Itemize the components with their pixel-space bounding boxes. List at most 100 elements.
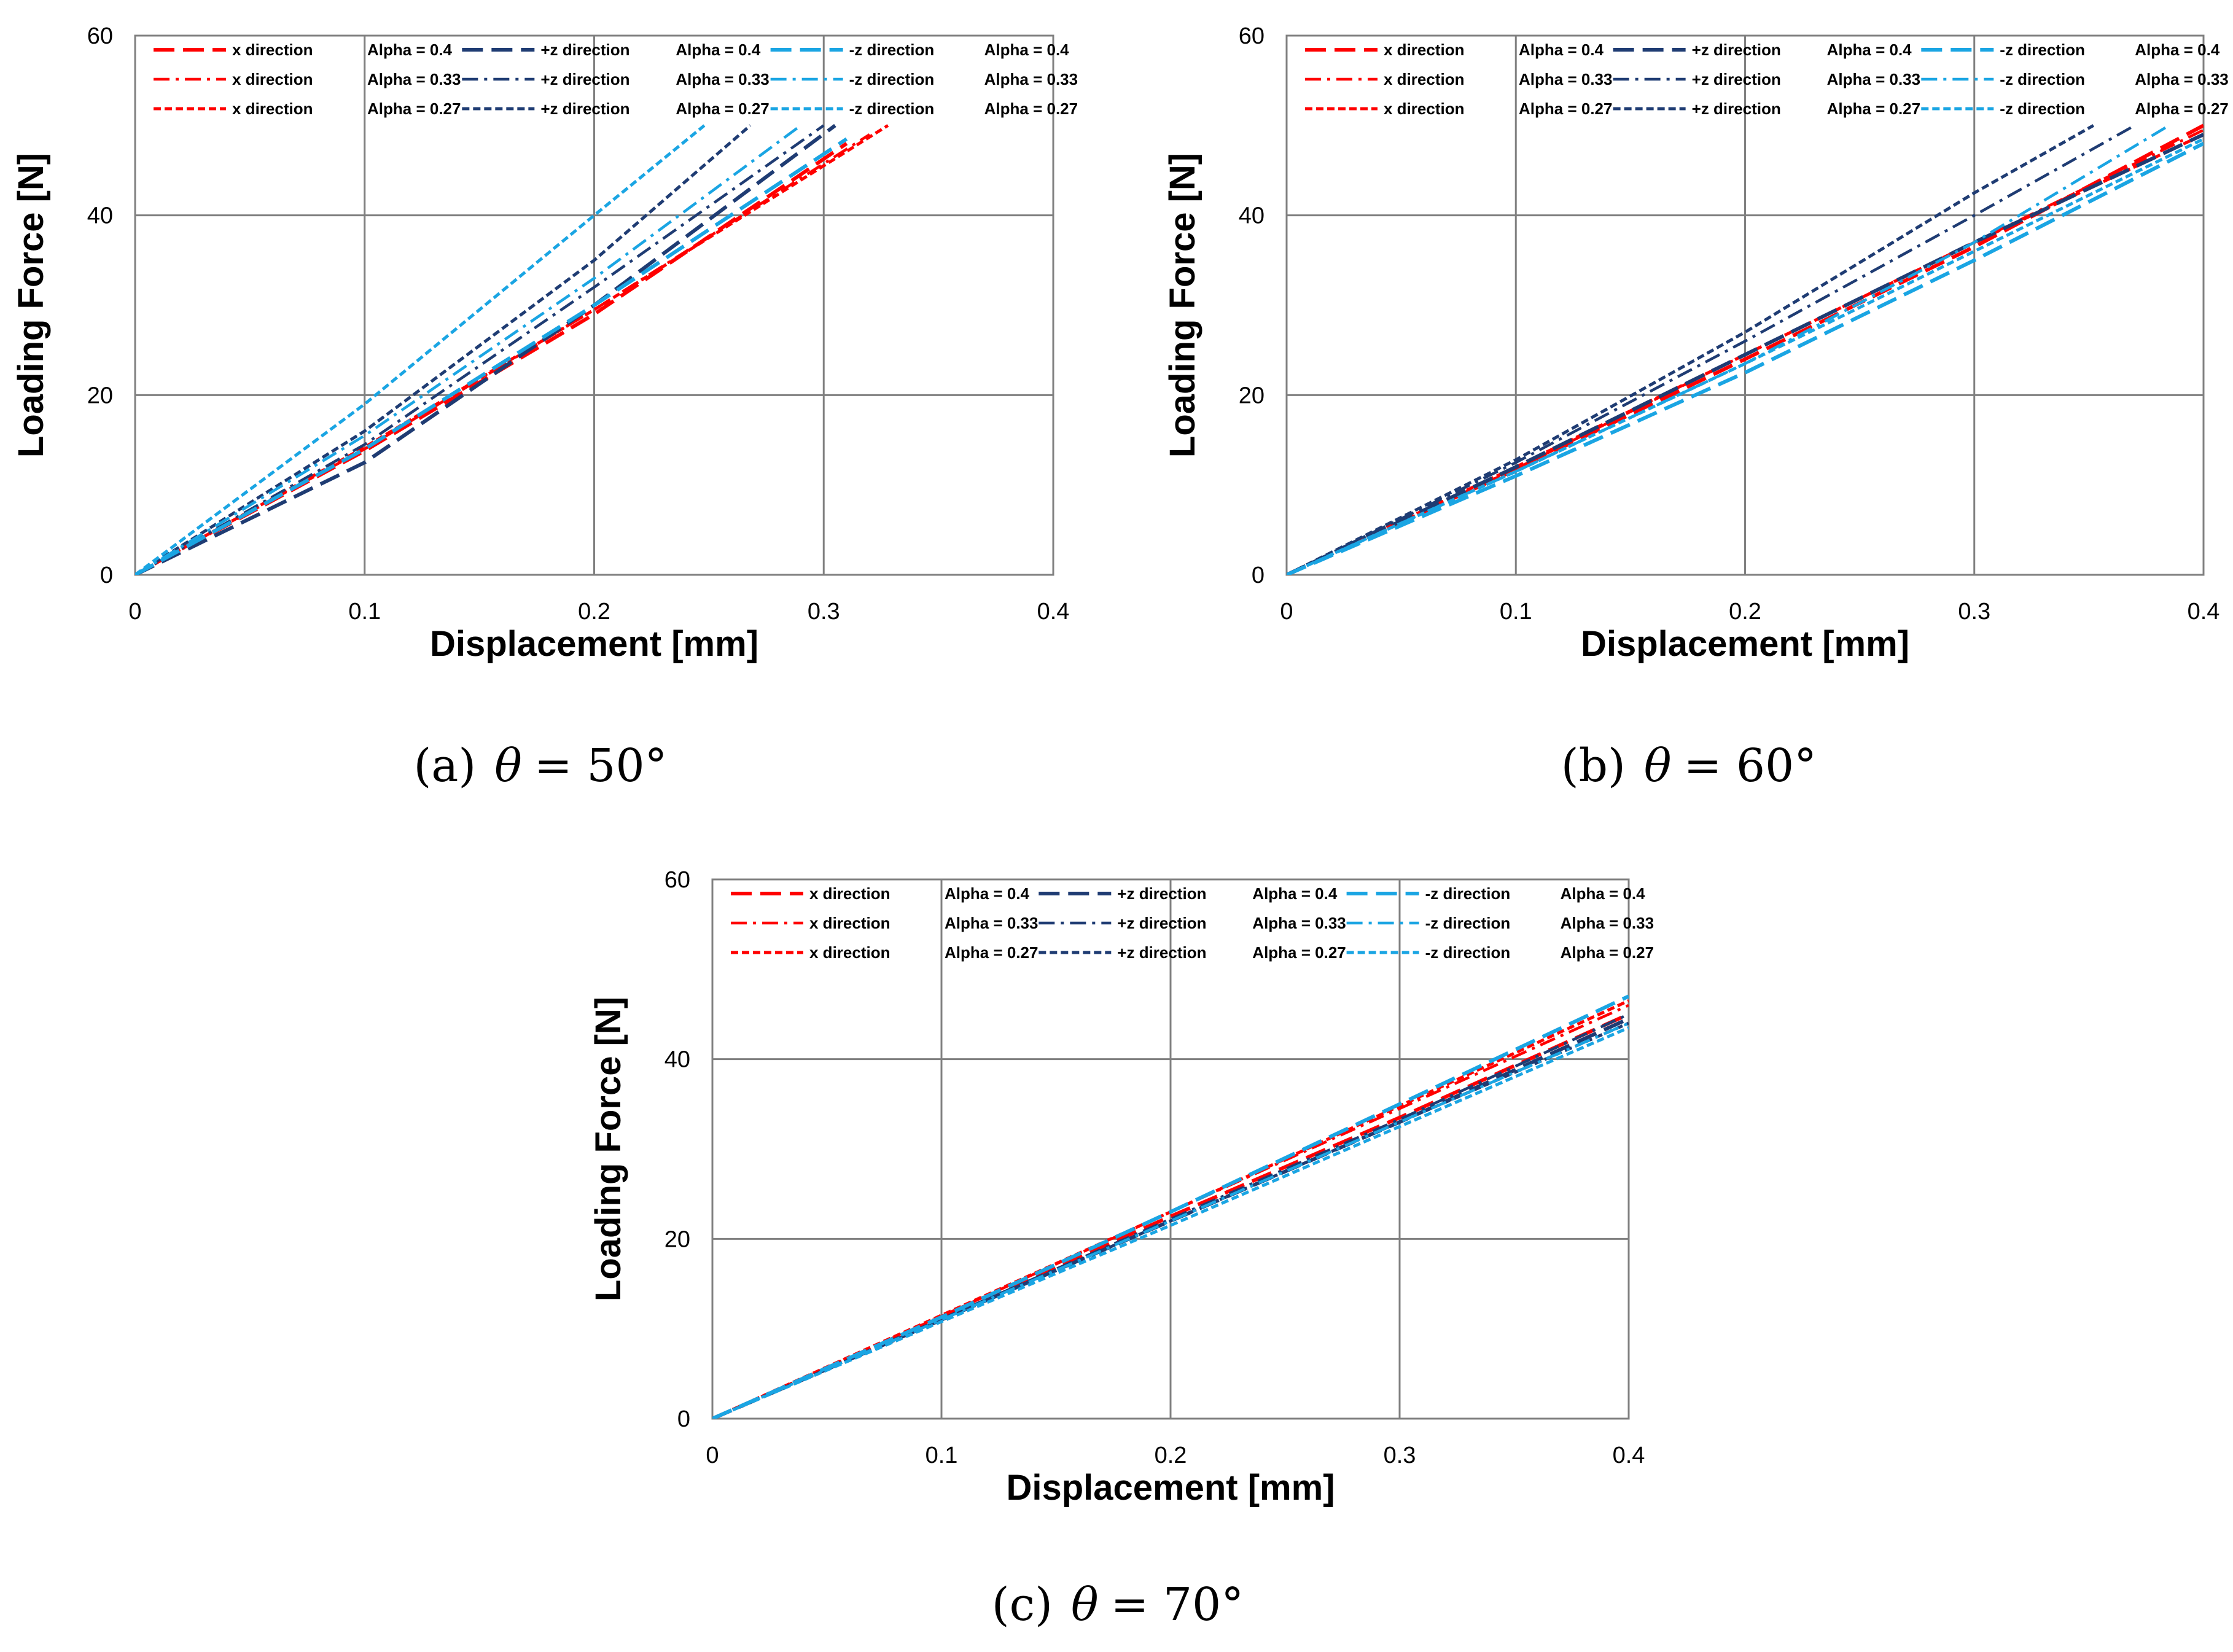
series-line-minusz-1: [1287, 141, 2204, 575]
series-line-plusz-1: [1287, 133, 2204, 575]
legend-item: x direction Alpha = 0.33: [731, 914, 1038, 932]
legend-item: +z direction Alpha = 0.4: [462, 41, 761, 59]
x-axis-title: Displacement [mm]: [1006, 1468, 1335, 1508]
legend-alpha: Alpha = 0.27: [1252, 943, 1346, 962]
legend-item: x direction Alpha = 0.4: [731, 884, 1030, 903]
x-tick-label: 0.1: [348, 599, 381, 625]
y-tick-label: 40: [87, 203, 113, 229]
caption-equation: = 60°: [1683, 739, 1817, 792]
legend-alpha: Alpha = 0.33: [1252, 914, 1346, 932]
series-group: [135, 123, 889, 575]
legend-alpha: Alpha = 0.33: [1561, 914, 1654, 932]
y-tick-label: 20: [87, 383, 113, 408]
legend-label: x direction: [809, 884, 890, 903]
x-tick-label: 0.4: [2188, 599, 2220, 625]
y-tick-label: 40: [1239, 203, 1265, 229]
legend-label: x direction: [1384, 41, 1464, 59]
panel-caption: (b) θ = 60°: [1561, 739, 1817, 792]
legend-label: -z direction: [2000, 99, 2085, 118]
legend-label: -z direction: [849, 70, 935, 88]
legend-alpha: Alpha = 0.27: [1561, 943, 1654, 962]
legend-item: x direction Alpha = 0.27: [154, 99, 461, 118]
legend-alpha: Alpha = 0.33: [676, 70, 769, 88]
legend-label: +z direction: [1692, 70, 1781, 88]
panel-caption: (a) θ = 50°: [413, 739, 667, 792]
x-tick-label: 0.3: [808, 599, 840, 625]
caption-label: (a): [413, 739, 476, 792]
series-line-minusz-1: [712, 994, 1629, 1419]
legend-item: x direction Alpha = 0.33: [154, 70, 461, 88]
y-tick-label: 60: [87, 23, 113, 49]
x-tick-label: 0.4: [1613, 1443, 1645, 1468]
legend-alpha: Alpha = 0.4: [1827, 41, 1912, 59]
x-tick-label: 0.1: [926, 1443, 958, 1468]
legend-alpha: Alpha = 0.27: [2135, 99, 2228, 118]
x-tick-label: 0.2: [1729, 599, 1761, 625]
legend-item: -z direction Alpha = 0.27: [1346, 943, 1654, 962]
chart-panel-2: 0 0.1 0.2 0.3 0.4 0 20 40 60 Displacement [mm] Loa…: [1163, 23, 2229, 664]
legend-item: x direction Alpha = 0.4: [154, 41, 453, 59]
y-tick-label: 20: [1239, 383, 1265, 408]
legend-item: -z direction Alpha = 0.4: [770, 41, 1069, 59]
series-line-x-3: [135, 124, 889, 575]
y-tick-label: 0: [1252, 563, 1265, 588]
series-group: [712, 994, 1629, 1419]
legend-label: -z direction: [1425, 914, 1511, 932]
y-axis-title: Loading Force [N]: [1163, 153, 1202, 458]
legend-item: x direction Alpha = 0.4: [1305, 41, 1604, 59]
legend-alpha: Alpha = 0.27: [1827, 99, 1920, 118]
legend-item: +z direction Alpha = 0.4: [1613, 41, 1912, 59]
x-tick-label: 0: [1280, 599, 1293, 625]
x-axis-title: Displacement [mm]: [1581, 624, 1909, 664]
legend-label: -z direction: [1425, 884, 1511, 903]
series-line-minusz-2: [135, 124, 802, 575]
legend-alpha: Alpha = 0.33: [945, 914, 1038, 932]
legend-item: +z direction Alpha = 0.27: [1613, 99, 1920, 118]
legend-alpha: Alpha = 0.4: [1252, 884, 1338, 903]
legend-item: x direction Alpha = 0.27: [731, 943, 1038, 962]
caption-label: (c): [992, 1578, 1053, 1631]
chart-panel-1: 0 0.1 0.2 0.3 0.4 0 20 40 60 Displacement [mm] Loa…: [11, 23, 1078, 664]
legend-item: +z direction Alpha = 0.33: [462, 70, 770, 88]
y-tick-label: 20: [664, 1226, 690, 1252]
legend-label: +z direction: [540, 99, 629, 118]
legend-alpha: Alpha = 0.4: [945, 884, 1030, 903]
legend-item: -z direction Alpha = 0.27: [770, 99, 1078, 118]
x-tick-label: 0.2: [1155, 1443, 1187, 1468]
x-tick-label: 0.3: [1384, 1443, 1416, 1468]
legend-label: +z direction: [1692, 41, 1781, 59]
legend-label: +z direction: [540, 70, 629, 88]
y-tick-label: 60: [664, 867, 690, 893]
legend-label: x direction: [809, 914, 890, 932]
x-axis-title: Displacement [mm]: [430, 624, 758, 664]
legend-item: -z direction Alpha = 0.33: [770, 70, 1078, 88]
legend-alpha: Alpha = 0.4: [367, 41, 453, 59]
legend-label: x direction: [232, 41, 313, 59]
caption-symbol: θ: [494, 739, 522, 792]
legend-label: -z direction: [2000, 70, 2085, 88]
x-tick-label: 0.1: [1500, 599, 1532, 625]
legend-item: +z direction Alpha = 0.27: [462, 99, 770, 118]
legend-alpha: Alpha = 0.33: [984, 70, 1078, 88]
x-tick-label: 0.3: [1958, 599, 1990, 625]
y-tick-label: 0: [100, 563, 113, 588]
legend-label: +z direction: [1117, 914, 1206, 932]
series-line-minusz-3: [712, 1026, 1629, 1419]
series-line-plusz-2: [135, 124, 825, 575]
legend-item: -z direction Alpha = 0.33: [1346, 914, 1654, 932]
legend-label: x direction: [1384, 70, 1464, 88]
legend-label: -z direction: [1425, 943, 1511, 962]
y-axis-title: Loading Force [N]: [11, 153, 51, 458]
y-tick-label: 60: [1239, 23, 1265, 49]
x-tick-label: 0: [706, 1443, 719, 1468]
x-tick-label: 0.4: [1037, 599, 1070, 625]
legend-alpha: Alpha = 0.4: [1519, 41, 1604, 59]
legend-label: +z direction: [540, 41, 629, 59]
legend-label: +z direction: [1692, 99, 1781, 118]
legend-label: x direction: [232, 99, 313, 118]
legend-alpha: Alpha = 0.33: [367, 70, 461, 88]
chart-panel-3: 0 0.1 0.2 0.3 0.4 0 20 40 60 Displacement [mm] Loa…: [588, 867, 1654, 1508]
caption-symbol: θ: [1071, 1578, 1099, 1631]
x-tick-label: 0: [128, 599, 141, 625]
